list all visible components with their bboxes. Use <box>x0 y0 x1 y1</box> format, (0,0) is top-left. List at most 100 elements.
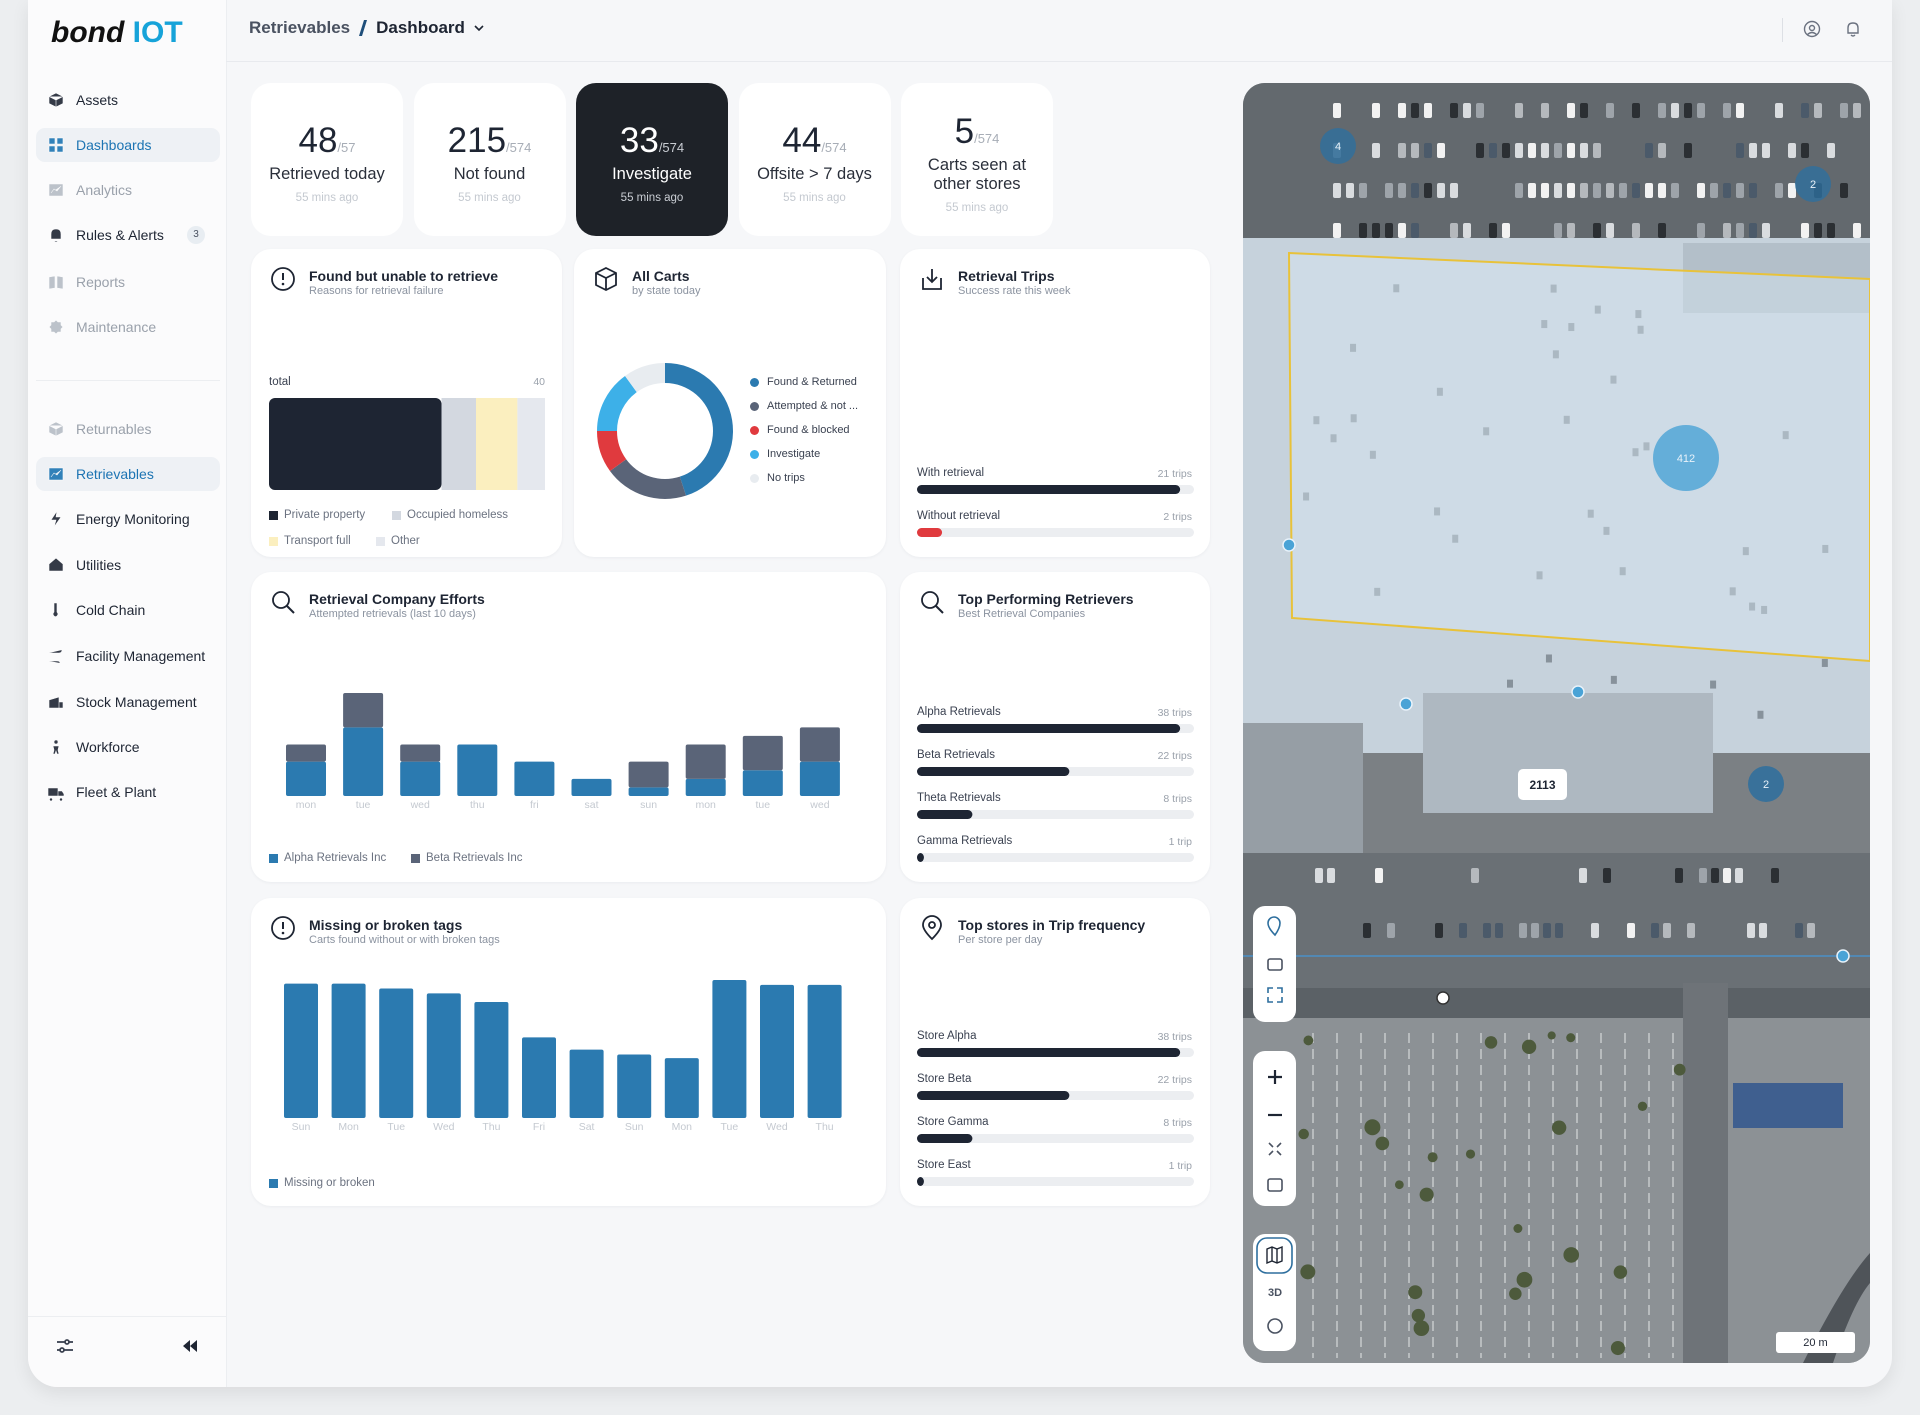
asset-dot <box>1571 685 1585 699</box>
zoom-in[interactable] <box>1268 1070 1282 1084</box>
nav-item[interactable]: Returnables <box>36 412 220 446</box>
vertical-road <box>1683 983 1728 1363</box>
kpi-card[interactable]: 215/574 Not found 55 mins ago <box>413 83 566 236</box>
car <box>1543 923 1551 938</box>
car <box>1651 923 1659 938</box>
logo[interactable]: bond IOT <box>51 16 183 50</box>
nav-item[interactable]: Dashboards <box>36 128 220 162</box>
nav-item[interactable]: Energy Monitoring <box>36 502 220 536</box>
breadcrumb-current[interactable]: Dashboard <box>376 18 465 37</box>
nav-item[interactable]: Fleet & Plant <box>36 775 220 809</box>
kpi-card[interactable]: 33/574 Investigate 55 mins ago <box>576 83 728 236</box>
nav-item[interactable]: Rules & Alerts 3 <box>36 218 220 252</box>
car <box>1801 103 1809 118</box>
kpi-value: 215 <box>447 121 507 160</box>
kpi-card[interactable]: 44/574 Offsite > 7 days 55 mins ago <box>738 83 891 236</box>
tree <box>1419 1187 1434 1202</box>
bar <box>331 983 366 1118</box>
cluster-marker[interactable] <box>1320 128 1356 164</box>
roof-unit <box>1761 605 1768 614</box>
icon-part <box>1807 31 1817 36</box>
roof-unit <box>1749 602 1756 611</box>
nav-item[interactable]: Workforce <box>36 730 220 764</box>
bar <box>712 980 747 1118</box>
car <box>1658 183 1666 198</box>
mode-3d[interactable]: 3D <box>1268 1287 1282 1299</box>
car <box>1747 923 1755 938</box>
nav-item[interactable]: Cold Chain <box>36 593 220 627</box>
legend-label: Other <box>391 535 420 547</box>
card-title: Missing or broken tags <box>309 917 463 933</box>
roof-unit <box>1436 387 1443 396</box>
car <box>1853 223 1861 238</box>
nav-item[interactable]: Stock Management <box>36 685 220 719</box>
row-label: Store Gamma <box>917 1116 989 1128</box>
kpi-card[interactable]: 5/574 Carts seen at other stores 55 mins a… <box>901 83 1053 236</box>
row-label: Store East <box>917 1159 971 1171</box>
card-title: Top Performing Retrievers <box>958 591 1134 607</box>
kpi-value-row: 33/574 <box>620 121 684 161</box>
nav-item[interactable]: Facility Management <box>36 639 220 673</box>
chevron[interactable] <box>473 22 485 34</box>
nav-item[interactable]: Analytics <box>36 173 220 207</box>
legend-item: Occupied homeless <box>392 509 508 521</box>
car <box>1723 183 1731 198</box>
car <box>1476 143 1484 158</box>
car <box>1580 143 1588 158</box>
legend-swatch <box>376 536 385 546</box>
roof-unit <box>1587 509 1594 518</box>
cluster-marker[interactable] <box>1748 766 1784 802</box>
card-title: Top stores in Trip frequency <box>958 917 1146 933</box>
nav-icon <box>48 467 64 481</box>
road <box>1243 988 1870 1018</box>
notification-icon[interactable] <box>1844 20 1862 38</box>
parking-strip <box>1243 853 1870 993</box>
roof-unit <box>1507 679 1513 688</box>
frame-control[interactable] <box>1267 1178 1283 1192</box>
legend-dot <box>750 449 759 459</box>
progress-bar <box>917 853 1194 862</box>
car <box>1749 143 1757 158</box>
legend-swatch <box>392 510 401 520</box>
account-icon[interactable] <box>1803 20 1821 38</box>
car <box>1749 223 1757 238</box>
cluster-count: 2 <box>1810 179 1816 191</box>
tree <box>1364 1119 1381 1136</box>
nav-item[interactable]: Maintenance <box>36 310 220 344</box>
container-row <box>1733 1083 1843 1128</box>
lower-parking <box>1243 1018 1870 1363</box>
legend-swatch <box>411 853 420 863</box>
tree <box>1513 1224 1523 1233</box>
fit-control[interactable] <box>1268 1142 1282 1156</box>
kpi-card[interactable]: 48/57 Retrieved today 55 mins ago <box>251 83 403 236</box>
car <box>1762 143 1770 158</box>
nav-item[interactable]: Utilities <box>36 548 220 582</box>
car <box>1398 143 1406 158</box>
cluster-marker[interactable] <box>1795 166 1831 202</box>
globe-control[interactable] <box>1267 1318 1283 1334</box>
nav-item[interactable]: Reports <box>36 265 220 299</box>
nav-item[interactable]: Retrievables <box>36 457 220 491</box>
map-mode-active[interactable] <box>1256 1237 1293 1274</box>
progress-bar <box>917 485 1194 494</box>
legend-label: Found & Returned <box>767 376 857 388</box>
legend-label: Transport full <box>284 535 351 547</box>
breadcrumb-parent[interactable]: Retrievables <box>249 18 351 37</box>
tree <box>1563 1247 1580 1263</box>
cluster-marker[interactable] <box>1653 425 1719 491</box>
x-tick-label: Sun <box>292 1121 311 1133</box>
nav-item[interactable]: Assets <box>36 83 220 117</box>
settings-icon[interactable] <box>55 1336 75 1356</box>
collapse-icon[interactable] <box>180 1336 200 1356</box>
car <box>1385 183 1393 198</box>
kpi-time: 55 mins ago <box>945 201 1009 214</box>
layers-control[interactable] <box>1267 958 1283 971</box>
pin-control[interactable] <box>1267 916 1281 937</box>
fullscreen-control[interactable] <box>1267 987 1283 1003</box>
row-label: Gamma Retrievals <box>917 835 1013 847</box>
roof-unit <box>1568 323 1575 332</box>
icon-part <box>921 591 939 609</box>
card-icon <box>595 266 617 292</box>
bar <box>522 1037 556 1118</box>
map[interactable]: 4 2 412 2 2113 3D 20 m <box>1243 83 1870 1363</box>
